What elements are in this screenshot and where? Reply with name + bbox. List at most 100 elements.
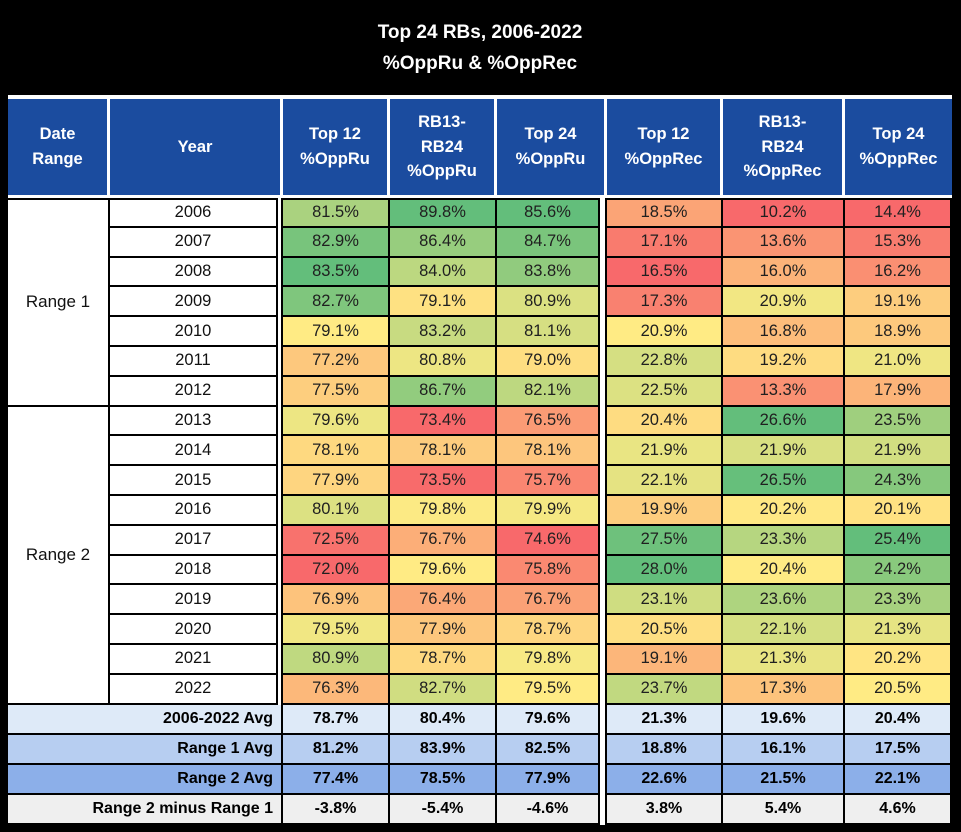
value-cell: 14.4%	[845, 198, 952, 228]
value-cell: 23.6%	[723, 585, 845, 616]
summary-value-cell: 16.1%	[723, 734, 845, 765]
value-cell: 17.1%	[607, 227, 723, 258]
value-cell: 86.4%	[390, 227, 497, 258]
value-cell: 21.9%	[607, 436, 723, 467]
value-cell: 81.1%	[497, 317, 600, 347]
value-cell: 20.5%	[845, 674, 952, 705]
year-cell: 2016	[110, 495, 278, 526]
value-cell: 23.7%	[607, 674, 723, 705]
summary-label-cell: 2006-2022 Avg	[8, 704, 283, 735]
summary-value-cell: 77.4%	[283, 764, 390, 795]
range-label-cell: Range 2	[8, 406, 110, 705]
header-year: Year	[110, 99, 283, 195]
value-cell: 17.3%	[607, 287, 723, 318]
value-cell: 81.5%	[283, 198, 390, 228]
value-cell: 72.0%	[283, 555, 390, 586]
summary-label-cell: Range 1 Avg	[8, 734, 283, 765]
value-cell: 21.3%	[723, 644, 845, 675]
value-cell: 18.5%	[607, 198, 723, 228]
value-cell: 27.5%	[607, 525, 723, 556]
value-cell: 84.7%	[497, 227, 600, 258]
value-cell: 73.4%	[390, 406, 497, 437]
value-cell: 16.5%	[607, 257, 723, 288]
value-cell: 83.8%	[497, 257, 600, 288]
summary-value-cell: 21.3%	[607, 704, 723, 735]
header-rb13-rb24-opprec: RB13- RB24 %OppRec	[723, 99, 845, 195]
value-cell: 75.7%	[497, 466, 600, 496]
header-top24-oppru: Top 24 %OppRu	[497, 99, 607, 195]
year-cell: 2008	[110, 257, 278, 288]
value-cell: 23.5%	[845, 406, 952, 437]
value-cell: 78.1%	[497, 436, 600, 467]
value-cell: 82.1%	[497, 376, 600, 407]
value-cell: 15.3%	[845, 227, 952, 258]
value-cell: 79.6%	[390, 555, 497, 586]
value-cell: 80.9%	[283, 644, 390, 675]
title-line-1: Top 24 RBs, 2006-2022	[377, 21, 583, 43]
value-cell: 76.7%	[497, 585, 600, 616]
value-cell: 16.0%	[723, 257, 845, 288]
summary-value-cell: 80.4%	[390, 704, 497, 735]
value-cell: 22.1%	[607, 466, 723, 496]
summary-value-cell: 78.7%	[283, 704, 390, 735]
value-cell: 20.5%	[607, 615, 723, 645]
column-header-row: Date Range Year Top 12 %OppRu RB13- RB24…	[8, 95, 952, 198]
value-cell: 19.1%	[845, 287, 952, 318]
value-cell: 23.1%	[607, 585, 723, 616]
value-cell: 22.1%	[723, 615, 845, 645]
summary-value-cell: 19.6%	[723, 704, 845, 735]
value-cell: 79.0%	[497, 346, 600, 377]
summary-label-cell: Range 2 minus Range 1	[8, 794, 283, 825]
value-cell: 85.6%	[497, 198, 600, 228]
value-cell: 77.2%	[283, 346, 390, 377]
value-cell: 20.2%	[845, 644, 952, 675]
value-cell: 78.1%	[390, 436, 497, 467]
value-cell: 83.2%	[390, 317, 497, 347]
header-top12-oppru: Top 12 %OppRu	[283, 99, 390, 195]
year-cell: 2009	[110, 287, 278, 318]
value-cell: 22.5%	[607, 376, 723, 407]
summary-value-cell: 20.4%	[845, 704, 952, 735]
year-cell: 2018	[110, 555, 278, 586]
value-cell: 23.3%	[845, 585, 952, 616]
summary-value-cell: 4.6%	[845, 794, 952, 825]
value-cell: 16.2%	[845, 257, 952, 288]
summary-value-cell: 77.9%	[497, 764, 600, 795]
year-cell: 2022	[110, 674, 278, 705]
value-cell: 75.8%	[497, 555, 600, 586]
value-cell: 72.5%	[283, 525, 390, 556]
value-cell: 76.4%	[390, 585, 497, 616]
value-cell: 80.8%	[390, 346, 497, 377]
year-cell: 2020	[110, 615, 278, 645]
value-cell: 20.4%	[607, 406, 723, 437]
table-grid: Range 1 2006 81.5% 89.8% 85.6% 18.5% 10.2% 14.4…	[8, 198, 952, 825]
year-cell: 2010	[110, 317, 278, 347]
value-cell: 26.5%	[723, 466, 845, 496]
value-cell: 82.7%	[283, 287, 390, 318]
value-cell: 73.5%	[390, 466, 497, 496]
value-cell: 20.1%	[845, 495, 952, 526]
header-top24-opprec: Top 24 %OppRec	[859, 125, 938, 168]
value-cell: 79.1%	[283, 317, 390, 347]
value-cell: 17.9%	[845, 376, 952, 407]
summary-value-cell: 17.5%	[845, 734, 952, 765]
value-cell: 79.1%	[390, 287, 497, 318]
year-cell: 2007	[110, 227, 278, 258]
value-cell: 79.5%	[497, 674, 600, 705]
value-cell: 20.2%	[723, 495, 845, 526]
value-cell: 78.1%	[283, 436, 390, 467]
value-cell: 82.7%	[390, 674, 497, 705]
value-cell: 24.3%	[845, 466, 952, 496]
value-cell: 21.3%	[845, 615, 952, 645]
value-cell: 78.7%	[390, 644, 497, 675]
value-cell: 78.7%	[497, 615, 600, 645]
value-cell: 18.9%	[845, 317, 952, 347]
title-line-2: %OppRu & %OppRec	[382, 52, 578, 74]
year-cell: 2019	[110, 585, 278, 616]
value-cell: 23.3%	[723, 525, 845, 556]
summary-value-cell: 21.5%	[723, 764, 845, 795]
value-cell: 10.2%	[723, 198, 845, 228]
value-cell: 79.8%	[497, 644, 600, 675]
value-cell: 19.1%	[607, 644, 723, 675]
